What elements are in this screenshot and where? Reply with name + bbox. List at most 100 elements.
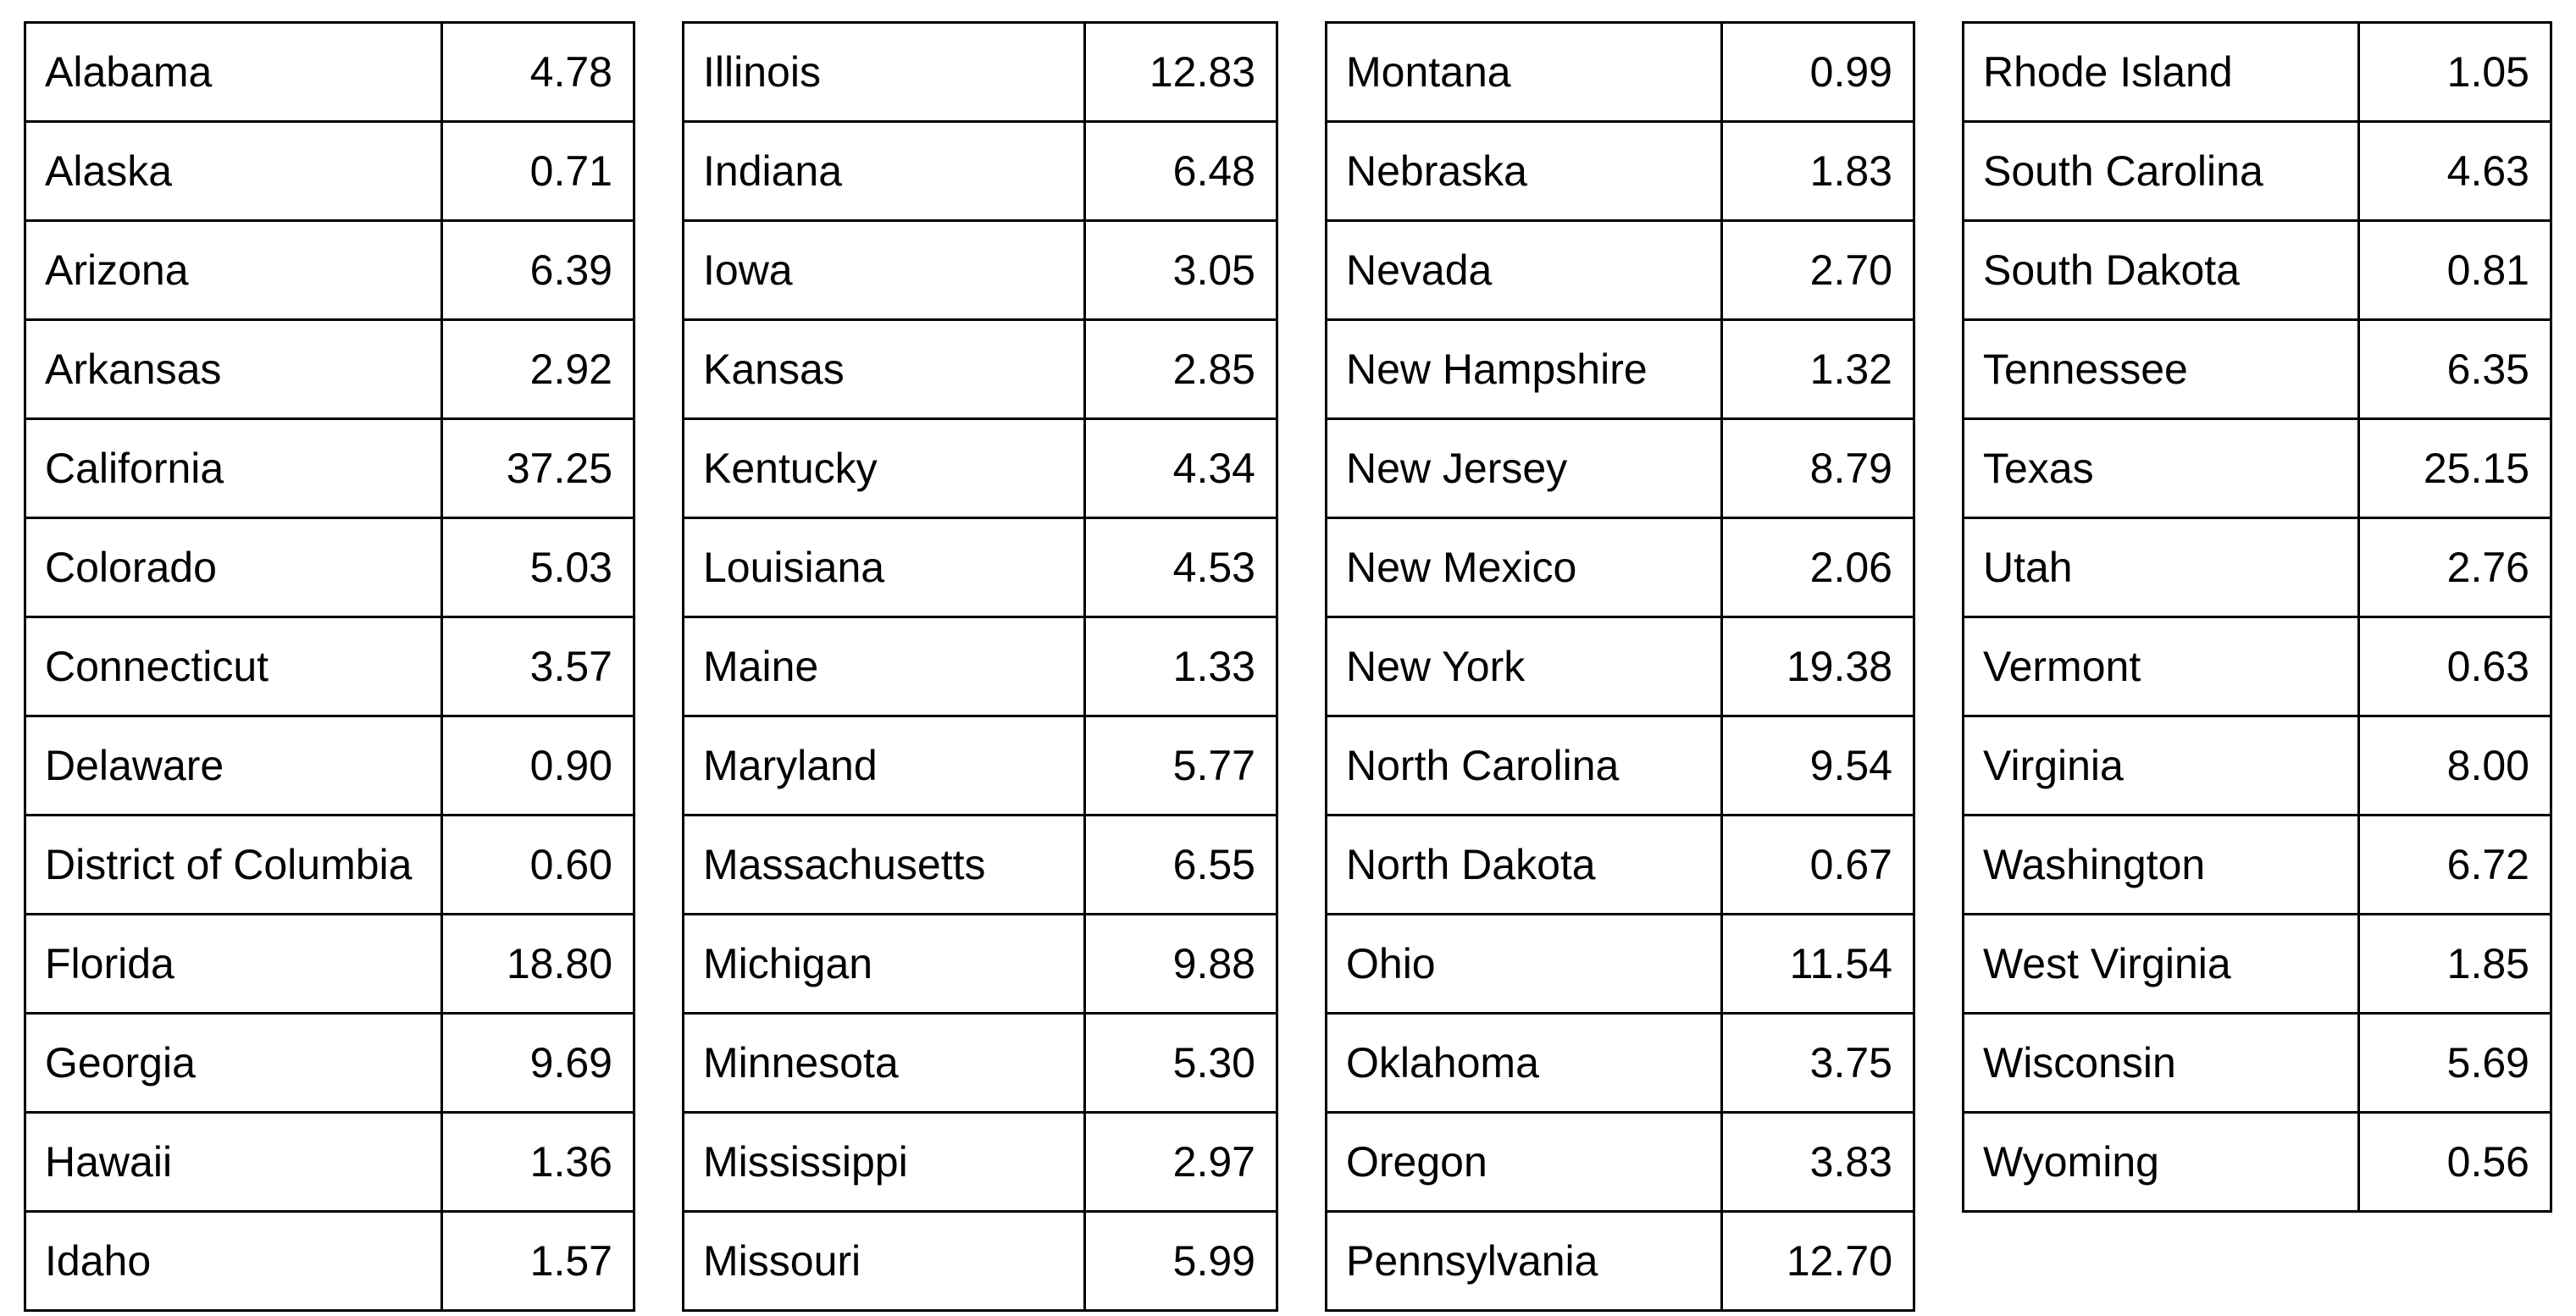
table-row: Nebraska 1.83 <box>1325 120 1915 222</box>
state-value-cell: 37.25 <box>440 417 635 519</box>
state-name-cell: South Carolina <box>1962 120 2360 222</box>
state-value-cell: 5.69 <box>2357 1012 2552 1114</box>
state-name-cell: Wisconsin <box>1962 1012 2360 1114</box>
state-value-cell: 0.99 <box>1720 21 1915 123</box>
state-value-cell: 8.79 <box>1720 417 1915 519</box>
state-name-cell: Maine <box>682 616 1086 717</box>
state-name-cell: Texas <box>1962 417 2360 519</box>
state-name-cell: Delaware <box>24 715 443 816</box>
state-value-cell: 1.33 <box>1083 616 1278 717</box>
table-row: Nevada 2.70 <box>1325 219 1915 321</box>
state-value-cell: 5.77 <box>1083 715 1278 816</box>
state-value-cell: 12.70 <box>1720 1210 1915 1312</box>
state-name-cell: Michigan <box>682 913 1086 1015</box>
state-value-cell: 1.32 <box>1720 318 1915 420</box>
table-row: Georgia 9.69 <box>24 1012 635 1114</box>
state-value-cell: 11.54 <box>1720 913 1915 1015</box>
table-row: Texas 25.15 <box>1962 417 2552 519</box>
table-row: Tennessee 6.35 <box>1962 318 2552 420</box>
state-name-cell: Kansas <box>682 318 1086 420</box>
state-name-cell: New Mexico <box>1325 517 1723 618</box>
table-row: South Dakota 0.81 <box>1962 219 2552 321</box>
state-name-cell: Minnesota <box>682 1012 1086 1114</box>
table-row: Missouri 5.99 <box>682 1210 1278 1312</box>
table-row: Virginia 8.00 <box>1962 715 2552 816</box>
state-name-cell: Wyoming <box>1962 1111 2360 1213</box>
table-row: West Virginia 1.85 <box>1962 913 2552 1015</box>
state-name-cell: Pennsylvania <box>1325 1210 1723 1312</box>
table-row: New York 19.38 <box>1325 616 1915 717</box>
state-value-cell: 1.36 <box>440 1111 635 1213</box>
state-name-cell: Alaska <box>24 120 443 222</box>
state-name-cell: Missouri <box>682 1210 1086 1312</box>
state-name-cell: North Dakota <box>1325 814 1723 915</box>
state-name-cell: South Dakota <box>1962 219 2360 321</box>
state-value-cell: 2.97 <box>1083 1111 1278 1213</box>
state-table-3: Montana 0.99 Nebraska 1.83 Nevada 2.70 N… <box>1325 21 1915 1312</box>
table-row: Rhode Island 1.05 <box>1962 21 2552 123</box>
state-name-cell: Nebraska <box>1325 120 1723 222</box>
state-name-cell: Nevada <box>1325 219 1723 321</box>
state-value-cell: 5.30 <box>1083 1012 1278 1114</box>
state-value-cell: 9.88 <box>1083 913 1278 1015</box>
state-value-cell: 3.75 <box>1720 1012 1915 1114</box>
table-row: Massachusetts 6.55 <box>682 814 1278 915</box>
table-row: Montana 0.99 <box>1325 21 1915 123</box>
state-value-cell: 18.80 <box>440 913 635 1015</box>
table-row: North Dakota 0.67 <box>1325 814 1915 915</box>
state-value-cell: 5.99 <box>1083 1210 1278 1312</box>
table-row: Idaho 1.57 <box>24 1210 635 1312</box>
state-name-cell: Colorado <box>24 517 443 618</box>
state-value-cell: 0.81 <box>2357 219 2552 321</box>
table-row: California 37.25 <box>24 417 635 519</box>
state-value-cell: 6.39 <box>440 219 635 321</box>
state-name-cell: Utah <box>1962 517 2360 618</box>
state-name-cell: California <box>24 417 443 519</box>
state-value-cell: 25.15 <box>2357 417 2552 519</box>
state-value-cell: 4.34 <box>1083 417 1278 519</box>
table-row: Iowa 3.05 <box>682 219 1278 321</box>
state-table-4: Rhode Island 1.05 South Carolina 4.63 So… <box>1962 21 2552 1213</box>
state-name-cell: Mississippi <box>682 1111 1086 1213</box>
table-row: New Jersey 8.79 <box>1325 417 1915 519</box>
state-value-cell: 2.85 <box>1083 318 1278 420</box>
state-name-cell: Oregon <box>1325 1111 1723 1213</box>
state-table-2: Illinois 12.83 Indiana 6.48 Iowa 3.05 Ka… <box>682 21 1278 1312</box>
state-population-tables: Alabama 4.78 Alaska 0.71 Arizona 6.39 Ar… <box>24 21 2552 1312</box>
state-name-cell: Idaho <box>24 1210 443 1312</box>
table-row: New Hampshire 1.32 <box>1325 318 1915 420</box>
state-name-cell: Florida <box>24 913 443 1015</box>
table-row: Mississippi 2.97 <box>682 1111 1278 1213</box>
state-table-1: Alabama 4.78 Alaska 0.71 Arizona 6.39 Ar… <box>24 21 635 1312</box>
table-row: Ohio 11.54 <box>1325 913 1915 1015</box>
table-row: Oklahoma 3.75 <box>1325 1012 1915 1114</box>
state-name-cell: Washington <box>1962 814 2360 915</box>
state-value-cell: 4.63 <box>2357 120 2552 222</box>
table-row: Utah 2.76 <box>1962 517 2552 618</box>
state-value-cell: 0.71 <box>440 120 635 222</box>
state-name-cell: North Carolina <box>1325 715 1723 816</box>
state-name-cell: New Jersey <box>1325 417 1723 519</box>
state-value-cell: 1.57 <box>440 1210 635 1312</box>
state-name-cell: Vermont <box>1962 616 2360 717</box>
table-row: New Mexico 2.06 <box>1325 517 1915 618</box>
state-name-cell: Rhode Island <box>1962 21 2360 123</box>
state-name-cell: Ohio <box>1325 913 1723 1015</box>
state-value-cell: 1.05 <box>2357 21 2552 123</box>
state-table-1-body: Alabama 4.78 Alaska 0.71 Arizona 6.39 Ar… <box>24 21 635 1312</box>
state-value-cell: 4.78 <box>440 21 635 123</box>
state-name-cell: Alabama <box>24 21 443 123</box>
state-value-cell: 6.48 <box>1083 120 1278 222</box>
table-row: Wisconsin 5.69 <box>1962 1012 2552 1114</box>
state-value-cell: 0.90 <box>440 715 635 816</box>
table-row: Kentucky 4.34 <box>682 417 1278 519</box>
table-row: Illinois 12.83 <box>682 21 1278 123</box>
state-name-cell: Iowa <box>682 219 1086 321</box>
state-value-cell: 5.03 <box>440 517 635 618</box>
state-value-cell: 8.00 <box>2357 715 2552 816</box>
state-name-cell: Connecticut <box>24 616 443 717</box>
state-table-3-body: Montana 0.99 Nebraska 1.83 Nevada 2.70 N… <box>1325 21 1915 1312</box>
state-table-2-body: Illinois 12.83 Indiana 6.48 Iowa 3.05 Ka… <box>682 21 1278 1312</box>
state-name-cell: Kentucky <box>682 417 1086 519</box>
state-name-cell: Montana <box>1325 21 1723 123</box>
